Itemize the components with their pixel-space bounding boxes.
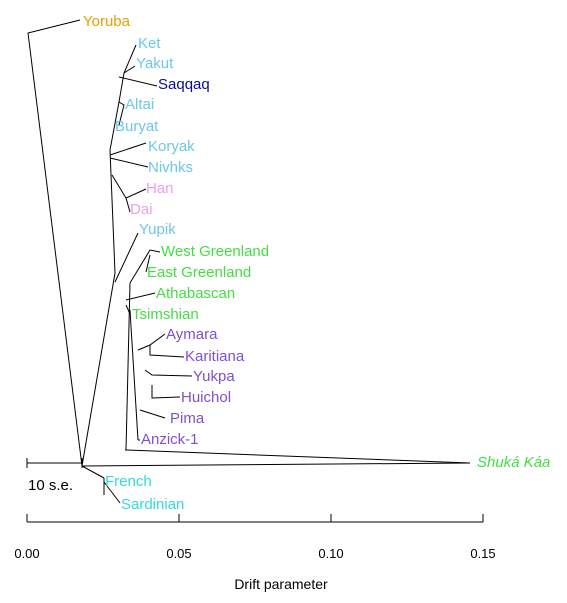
tip-label-yupik: Yupik xyxy=(139,221,176,238)
tip-label-saqqaq: Saqqaq xyxy=(158,76,210,93)
tip-label-yoruba: Yoruba xyxy=(83,13,131,30)
tip-label-sardinian: Sardinian xyxy=(121,496,184,513)
tip-label-shuka-kaa: Shuká Káa xyxy=(477,454,550,471)
tip-label-dai: Dai xyxy=(130,201,153,218)
tip-label-nivhks: Nivhks xyxy=(148,159,193,176)
tip-label-anzick-1: Anzick-1 xyxy=(141,431,199,448)
tip-label-ket: Ket xyxy=(138,35,161,52)
tip-label-athabascan: Athabascan xyxy=(156,285,235,302)
tip-label-pima: Pima xyxy=(170,410,205,427)
x-tick-label: 0.00 xyxy=(14,546,39,561)
tip-label-huichol: Huichol xyxy=(181,389,231,406)
tip-label-han: Han xyxy=(146,180,174,197)
tip-label-east-greenland: East Greenland xyxy=(147,264,251,281)
tip-label-yakut: Yakut xyxy=(136,55,174,72)
x-axis: 0.00 0.05 0.10 0.15 Drift parameter xyxy=(14,514,496,592)
tree-branches xyxy=(27,19,471,504)
x-axis-title: Drift parameter xyxy=(234,576,328,592)
tip-label-aymara: Aymara xyxy=(166,326,218,343)
tip-label-tsimshian: Tsimshian xyxy=(132,306,199,323)
tip-label-french: French xyxy=(105,473,152,490)
tip-label-yukpa: Yukpa xyxy=(193,368,235,385)
tip-label-buryat: Buryat xyxy=(115,118,159,135)
tip-label-karitiana: Karitiana xyxy=(185,348,245,365)
tip-label-koryak: Koryak xyxy=(148,138,195,155)
scale-bar-label: 10 s.e. xyxy=(28,477,73,494)
tip-label-altai: Altai xyxy=(125,96,154,113)
x-tick-label: 0.15 xyxy=(470,546,495,561)
tip-label-west-greenland: West Greenland xyxy=(161,243,269,260)
x-tick-label: 0.05 xyxy=(166,546,191,561)
x-tick-label: 0.10 xyxy=(318,546,343,561)
scale-bar: 10 s.e. xyxy=(26,458,83,494)
